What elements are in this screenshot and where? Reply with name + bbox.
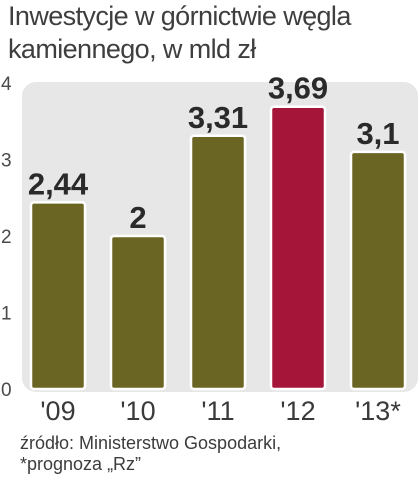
bar-11 <box>189 134 247 391</box>
y-tick-label: 2 <box>1 227 12 248</box>
value-label: 3,1 <box>356 116 399 151</box>
bar-09 <box>29 201 87 391</box>
bars <box>29 105 407 391</box>
source-line-1: źródło: Ministerstwo Gospodarki, <box>20 433 282 453</box>
value-labels: 2,44 2 3,31 3,69 3,1 <box>28 71 400 235</box>
category-label: '09 <box>40 396 75 426</box>
bar-10 <box>109 234 167 391</box>
category-labels: '09 '10 '11 '12 '13* <box>40 396 401 426</box>
category-label: '10 <box>120 396 155 426</box>
category-label: '13* <box>355 396 401 426</box>
source-line-2: *prognoza „Rz” <box>20 454 142 474</box>
value-label: 2 <box>129 200 146 235</box>
value-label: 2,44 <box>28 166 89 201</box>
y-tick-label: 4 <box>1 74 12 95</box>
value-label: 3,69 <box>268 71 328 106</box>
category-label: '12 <box>280 396 315 426</box>
y-tick-label: 1 <box>1 304 12 325</box>
bar-chart: 0 1 2 3 4 2,44 2 3,31 3,69 3,1 '09 '10 '11 '12 '13* <box>1 71 418 426</box>
chart-title-line-2: kamiennego, w mld zł <box>8 34 256 64</box>
bar-12 <box>269 105 327 391</box>
value-label: 3,31 <box>188 100 248 135</box>
y-tick-label: 3 <box>1 151 12 172</box>
source-note: źródło: Ministerstwo Gospodarki, *progno… <box>20 433 415 475</box>
y-axis-ticks: 0 1 2 3 4 <box>1 74 12 401</box>
chart-title: Inwestycje w górnictwie węgla kamiennego… <box>8 0 418 66</box>
y-tick-label: 0 <box>1 380 12 401</box>
category-label: '11 <box>201 396 234 426</box>
bar-13 <box>349 150 407 391</box>
chart-title-line-1: Inwestycje w górnictwie węgla <box>8 1 351 31</box>
